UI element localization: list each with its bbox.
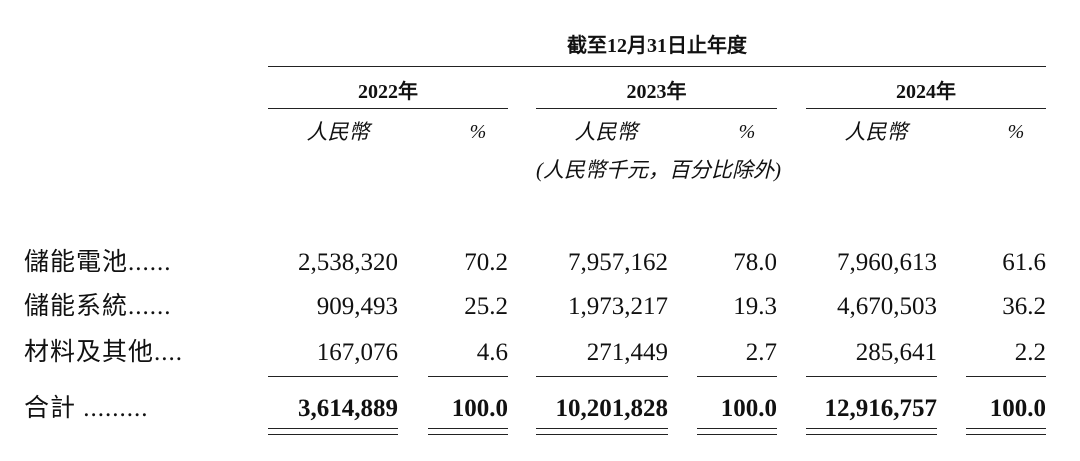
currency-subheader: 人民幣	[306, 120, 370, 144]
cell: 100.0	[989, 395, 1046, 422]
cell: 1,973,217	[568, 293, 668, 320]
rule	[428, 434, 508, 435]
rule	[806, 434, 937, 435]
unit-note: (人民幣千元，百分比除外)	[536, 158, 781, 182]
rule	[536, 434, 668, 435]
cell: 25.2	[464, 293, 508, 320]
cell: 100.0	[720, 395, 777, 422]
cell: 285,641	[855, 339, 937, 366]
rule	[806, 108, 1046, 109]
rule	[966, 376, 1046, 377]
cell: 2,538,320	[298, 249, 398, 276]
rule	[428, 428, 508, 429]
row-label: 儲能系統......	[24, 293, 172, 320]
rule	[268, 376, 398, 377]
cell: 100.0	[451, 395, 508, 422]
rule	[697, 376, 777, 377]
rule	[268, 434, 398, 435]
cell: 271,449	[586, 339, 668, 366]
cell: 12,916,757	[824, 395, 938, 422]
rule	[536, 108, 777, 109]
cell: 7,957,162	[568, 249, 668, 276]
rule	[268, 66, 1046, 67]
cell: 10,201,828	[555, 395, 669, 422]
cell: 70.2	[464, 249, 508, 276]
rule	[536, 376, 668, 377]
rule	[806, 376, 937, 377]
cell: 2.2	[1014, 339, 1046, 366]
percent-subheader: %	[738, 121, 756, 143]
cell: 78.0	[733, 249, 777, 276]
row-label: 合計 .........	[24, 395, 149, 422]
currency-subheader: 人民幣	[574, 120, 638, 144]
row-label: 材料及其他....	[24, 339, 184, 366]
cell: 909,493	[316, 293, 398, 320]
year-header: 2023年	[626, 81, 687, 103]
period-header: 截至12月31日止年度	[567, 35, 747, 57]
row-label: 儲能電池......	[24, 249, 172, 276]
cell: 2.7	[745, 339, 777, 366]
cell: 167,076	[316, 339, 398, 366]
rule	[536, 428, 668, 429]
percent-subheader: %	[469, 121, 487, 143]
cell: 4,670,503	[837, 293, 937, 320]
year-header: 2024年	[896, 81, 956, 103]
rule	[966, 428, 1046, 429]
percent-subheader: %	[1007, 121, 1025, 143]
rule	[806, 428, 937, 429]
currency-subheader: 人民幣	[844, 120, 908, 144]
rule	[966, 434, 1046, 435]
rule	[697, 428, 777, 429]
rule	[268, 108, 508, 109]
cell: 3,614,889	[298, 395, 398, 422]
cell: 4.6	[476, 339, 508, 366]
cell: 36.2	[1002, 293, 1046, 320]
rule	[268, 428, 398, 429]
cell: 61.6	[1002, 249, 1046, 276]
rule	[428, 376, 508, 377]
cell: 19.3	[733, 293, 777, 320]
year-header: 2022年	[358, 81, 418, 103]
rule	[697, 434, 777, 435]
cell: 7,960,613	[837, 249, 937, 276]
